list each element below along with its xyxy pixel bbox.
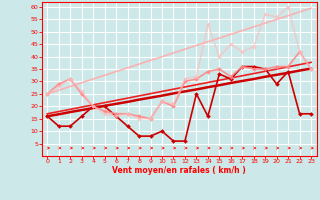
X-axis label: Vent moyen/en rafales ( km/h ): Vent moyen/en rafales ( km/h ): [112, 166, 246, 175]
